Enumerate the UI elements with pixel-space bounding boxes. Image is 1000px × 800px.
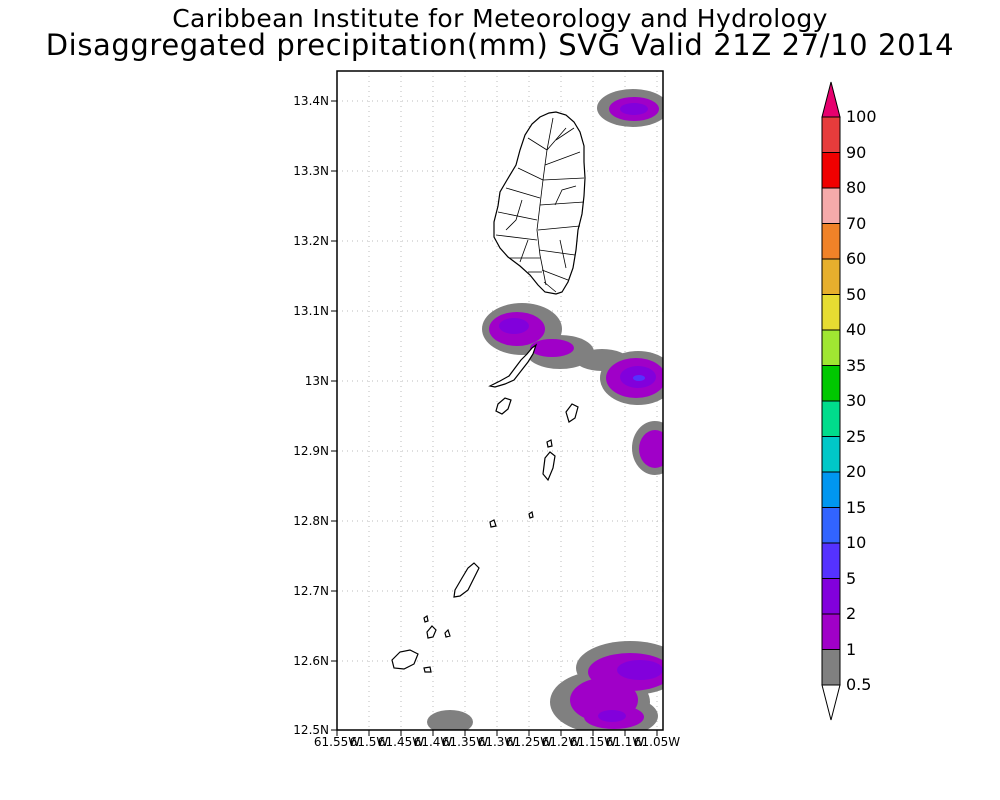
- colorbar-label: 30: [846, 391, 866, 410]
- colorbar-label: 0.5: [846, 675, 871, 694]
- lat-label: 12.6N: [293, 654, 329, 668]
- colorbar-cell: [821, 400, 841, 437]
- map-frame: [336, 70, 664, 731]
- longitude-labels: 61.55W 61.5W 61.45W 61.4W 61.35W 61.3W 6…: [314, 735, 680, 749]
- colorbar-bottom-arrow: [821, 684, 841, 721]
- bequia-outline: [488, 343, 538, 388]
- colorbar-label: 15: [846, 498, 866, 517]
- colorbar-cell: [821, 365, 841, 402]
- islet-b-outline: [444, 628, 451, 638]
- baliceaux-outline: [565, 403, 579, 423]
- lon-label: 61.2W: [542, 735, 581, 749]
- lon-label: 61.25W: [506, 735, 552, 749]
- lon-label: 61.45W: [378, 735, 424, 749]
- colorbar-label: 70: [846, 214, 866, 233]
- union-island-outline: [453, 562, 480, 598]
- lon-label: 61.05W: [634, 735, 680, 749]
- lat-label: 13.4N: [293, 94, 329, 108]
- lon-label: 61.55W: [314, 735, 360, 749]
- colorbar-label: 100: [846, 107, 877, 126]
- lon-label: 61.15W: [570, 735, 616, 749]
- colorbar-cell: [821, 258, 841, 295]
- islet-d-outline: [423, 615, 429, 623]
- colorbar-label: 80: [846, 178, 866, 197]
- lat-label: 12.9N: [293, 444, 329, 458]
- lat-label: 13.1N: [293, 304, 329, 318]
- lat-label: 12.5N: [293, 723, 329, 737]
- colorbar-label: 35: [846, 356, 866, 375]
- lon-label: 61.5W: [350, 735, 389, 749]
- colorbar-label: 5: [846, 569, 856, 588]
- map-title-institute: Caribbean Institute for Meteorology and …: [172, 4, 828, 33]
- colorbar-cell: [821, 542, 841, 579]
- colorbar-cell: [821, 187, 841, 224]
- lon-label: 61.35W: [442, 735, 488, 749]
- colorbar-cell: [821, 223, 841, 260]
- colorbar-cell: [821, 613, 841, 650]
- colorbar-cell: [821, 329, 841, 366]
- colorbar-cell: [821, 294, 841, 331]
- lat-label: 13.3N: [293, 164, 329, 178]
- lat-label: 12.8N: [293, 514, 329, 528]
- colorbar-cell: [821, 436, 841, 473]
- colorbar-label: 25: [846, 427, 866, 446]
- precip-band-5mm: [633, 375, 645, 381]
- island-outlines: [391, 111, 586, 673]
- colorbar-cell: [821, 116, 841, 153]
- colorbar-label: 1: [846, 640, 856, 659]
- islet-a-outline: [423, 666, 432, 673]
- lon-label: 61.1W: [606, 735, 645, 749]
- map-title-product: Disaggregated precipitation(mm) SVG Vali…: [45, 28, 955, 62]
- islet-c-outline: [546, 439, 553, 448]
- axis-ticks: [331, 100, 658, 736]
- lat-label: 12.7N: [293, 584, 329, 598]
- lat-label: 13N: [305, 374, 329, 388]
- mustique-outline: [495, 397, 512, 415]
- saint-vincent-outline: [493, 111, 586, 295]
- lon-label: 61.4W: [414, 735, 453, 749]
- colorbar-cell: [821, 649, 841, 686]
- carriacou-outline: [391, 649, 419, 670]
- colorbar-label: 40: [846, 320, 866, 339]
- colorbar-label: 2: [846, 604, 856, 623]
- colorbar-cell: [821, 578, 841, 615]
- colorbar-label: 90: [846, 143, 866, 162]
- petite-martinique-outline: [426, 625, 437, 639]
- lon-label: 61.3W: [478, 735, 517, 749]
- canouan-outline: [542, 451, 556, 482]
- colorbar-top-arrow: [821, 81, 841, 118]
- tobago-cays-outline: [528, 511, 534, 519]
- latitude-labels: 13.4N 13.3N 13.2N 13.1N 13N 12.9N 12.8N …: [293, 94, 329, 737]
- colorbar-cell: [821, 471, 841, 508]
- saint-vincent-watersheds: [495, 117, 585, 293]
- colorbar-label: 60: [846, 249, 866, 268]
- colorbar-label: 20: [846, 462, 866, 481]
- map-plot-area: [337, 71, 663, 730]
- colorbar-cell: [821, 152, 841, 189]
- precipitation-contours: [427, 89, 663, 730]
- colorbar-cell: [821, 507, 841, 544]
- colorbar-label: 50: [846, 285, 866, 304]
- lat-label: 13.2N: [293, 234, 329, 248]
- precipitation-colorbar: 100 90 80 70 60 50 40 35 30 25 20 15 10 …: [821, 81, 877, 721]
- mayreau-outline: [489, 519, 497, 528]
- colorbar-label: 10: [846, 533, 866, 552]
